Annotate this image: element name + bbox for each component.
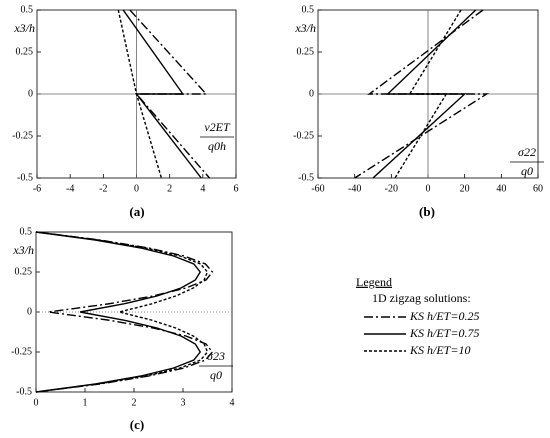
y-tick-label: -0.5 (16, 386, 32, 397)
x-label-denominator: q0 (521, 164, 533, 178)
legend-entry: KS h/ET=0.25 (409, 309, 479, 323)
y-axis-label: x3/h (12, 243, 34, 257)
y-tick-label: -0.25 (293, 130, 314, 141)
series-line (35, 231, 202, 393)
x-tick-label: 20 (460, 183, 470, 194)
x-label-denominator: q0 (210, 368, 222, 382)
x-tick-label: -2 (99, 183, 107, 194)
x-tick-label: 40 (496, 183, 506, 194)
legend-subtitle: 1D zigzag solutions: (372, 291, 471, 305)
y-tick-label: 0.25 (297, 46, 315, 57)
panel-label: (b) (419, 204, 435, 219)
x-label-denominator: q0h (208, 139, 226, 153)
x-tick-label: 4 (230, 397, 235, 408)
x-tick-label: -6 (33, 183, 41, 194)
y-tick-label: 0.5 (21, 4, 34, 15)
legend-entry: KS h/ET=10 (409, 343, 470, 357)
y-tick-label: 0 (28, 88, 33, 99)
series-line (35, 231, 209, 393)
series-line (394, 9, 462, 179)
y-tick-label: 0.25 (16, 46, 34, 57)
x-tick-label: 4 (200, 183, 205, 194)
x-tick-label: 3 (181, 397, 186, 408)
x-tick-label: 0 (34, 397, 39, 408)
x-tick-label: 0 (134, 183, 139, 194)
x-tick-label: -4 (66, 183, 74, 194)
x-label-numerator: σ23 (207, 349, 225, 363)
y-tick-label: -0.5 (17, 172, 33, 183)
series-line (372, 9, 477, 179)
legend-title: Legend (356, 275, 392, 289)
x-label-numerator: σ22 (518, 145, 536, 159)
x-tick-label: 2 (167, 183, 172, 194)
panel-label: (c) (130, 417, 144, 432)
x-tick-label: -40 (348, 183, 361, 194)
y-axis-label: x3/h (13, 21, 35, 35)
y-tick-label: 0.5 (20, 226, 33, 237)
series-line (35, 231, 214, 393)
legend-entry: KS h/ET=0.75 (409, 326, 479, 340)
y-tick-label: -0.25 (12, 130, 33, 141)
x-tick-label: 1 (83, 397, 88, 408)
y-tick-label: -0.5 (298, 172, 314, 183)
y-tick-label: 0 (309, 88, 314, 99)
x-tick-label: -60 (311, 183, 324, 194)
x-tick-label: -20 (385, 183, 398, 194)
plot-frame (35, 231, 233, 393)
y-tick-label: -0.25 (11, 346, 32, 357)
series-line (117, 9, 163, 179)
x-label-numerator: v2ET (204, 120, 231, 134)
y-tick-label: 0 (27, 306, 32, 317)
x-tick-label: 2 (132, 397, 137, 408)
y-axis-label: x3/h (294, 21, 316, 35)
x-tick-label: 0 (426, 183, 431, 194)
y-tick-label: 0.25 (15, 266, 33, 277)
x-tick-label: 60 (533, 183, 543, 194)
x-tick-label: 6 (234, 183, 239, 194)
panel-label: (a) (129, 204, 144, 219)
y-tick-label: 0.5 (302, 4, 315, 15)
series-line (122, 9, 202, 179)
